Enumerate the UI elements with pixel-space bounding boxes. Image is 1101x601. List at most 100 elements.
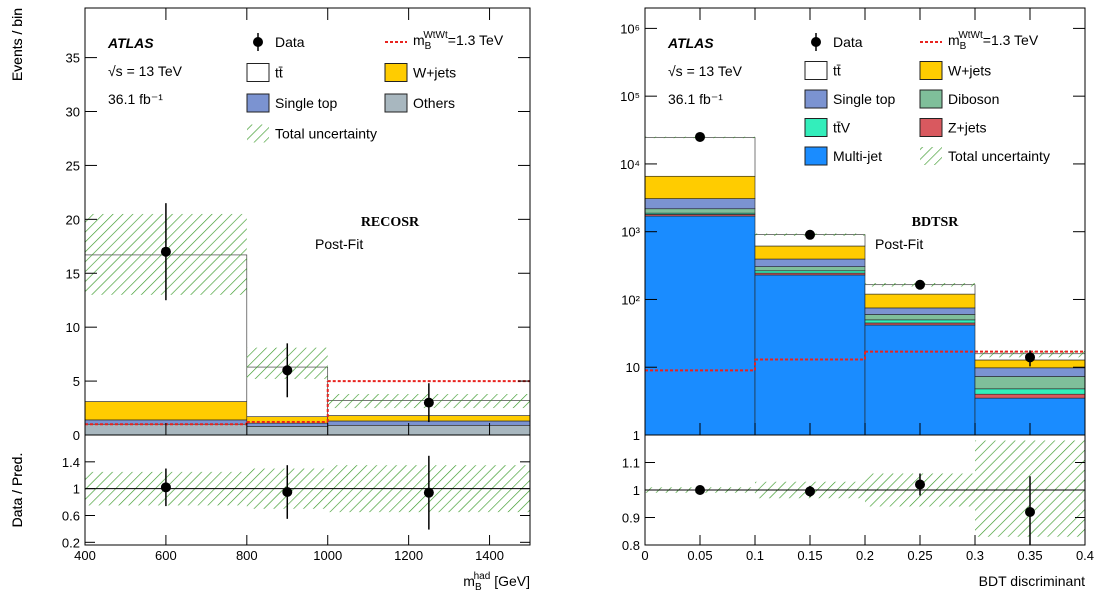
- y-tick-label: 0: [73, 428, 80, 443]
- legend-label-main: m: [413, 32, 425, 48]
- ratio-y-tick-label: 0.9: [622, 511, 640, 526]
- legend-label: tt̄V: [833, 120, 851, 136]
- x-tick-label: 0.1: [746, 548, 764, 563]
- region: RECOSR: [361, 215, 420, 230]
- ratio-point: [915, 479, 925, 490]
- legend-swatch: [919, 89, 943, 109]
- ratio-plot: [645, 440, 1085, 545]
- y-tick-label: 10: [626, 360, 640, 375]
- legend-label: Others: [413, 95, 455, 111]
- legend-label: Z+jets: [948, 120, 987, 136]
- y-tick-label: 15: [66, 266, 80, 281]
- data-point: [805, 229, 815, 240]
- x-axis-title: mBhad [GeV]: [463, 571, 530, 593]
- legend-label-sub: B: [425, 41, 432, 52]
- y-tick-label: 10²: [621, 292, 640, 307]
- legend-label: W+jets: [413, 65, 456, 81]
- x-axis-title-rest: [GeV]: [490, 573, 530, 589]
- legend-label-rest: =1.3 TeV: [983, 32, 1039, 48]
- x-tick-label: 0.3: [966, 548, 984, 563]
- stack-bar: [864, 307, 976, 315]
- luminosity: 36.1 fb⁻¹: [108, 91, 163, 107]
- ratio-y-tick-label: 0.2: [62, 535, 80, 550]
- legend-marker: [253, 37, 263, 47]
- ratio-point: [805, 486, 815, 497]
- stack-bar: [645, 215, 756, 435]
- y-tick-label: 30: [66, 105, 80, 120]
- stack-bar: [864, 319, 976, 324]
- y-tick-label: 10⁴: [620, 157, 640, 172]
- legend-label: Single top: [833, 91, 895, 107]
- legend-label: tt̄: [833, 63, 841, 79]
- energy: √s = 13 TeV: [108, 63, 183, 79]
- y-tick-label: 10⁵: [620, 89, 640, 104]
- legend-label: Total uncertainty: [948, 148, 1050, 164]
- y-tick-label: 10⁶: [620, 21, 640, 36]
- y-tick-label: 25: [66, 158, 80, 173]
- legend-label: Multi-jet: [833, 148, 882, 164]
- ratio-y-tick-label: 1.4: [62, 455, 80, 470]
- region: BDTSR: [912, 215, 960, 230]
- experiment: ATLAS: [107, 35, 154, 51]
- fit: Post-Fit: [315, 236, 363, 252]
- luminosity: 36.1 fb⁻¹: [668, 91, 723, 107]
- main-plot: [645, 131, 1085, 435]
- legend-label-sup: WtWt: [958, 30, 983, 41]
- legend-label: Diboson: [948, 91, 999, 107]
- x-tick-label: 0.35: [1017, 548, 1042, 563]
- stack-bar: [864, 324, 976, 435]
- stack-bar: [974, 393, 1085, 399]
- stack-bar: [754, 270, 866, 274]
- stack-bar: [974, 367, 1085, 377]
- ratio-plot: [85, 455, 530, 530]
- ratio-point: [423, 487, 434, 498]
- legend-swatch: [246, 93, 270, 113]
- frame: [84, 434, 531, 546]
- x-tick-label: 0: [641, 548, 648, 563]
- x-tick-label: 800: [236, 548, 258, 563]
- x-axis-title-sup: had: [474, 571, 491, 582]
- x-tick-label: 400: [74, 548, 96, 563]
- stack-bar: [864, 322, 976, 326]
- legend-label-sub: B: [960, 41, 967, 52]
- legend-label: mBWtWt=1.3 TeV: [413, 30, 504, 52]
- stack-bar: [864, 314, 976, 321]
- legend-marker: [811, 37, 821, 47]
- x-axis-title: BDT discriminant: [979, 573, 1085, 589]
- y-tick-label: 1: [633, 428, 640, 443]
- legend-label-sup: WtWt: [423, 30, 448, 41]
- y-tick-label: 35: [66, 51, 80, 66]
- x-tick-label: 600: [155, 548, 177, 563]
- data-point: [915, 279, 925, 290]
- ratio-axis-title: Data / Pred.: [9, 453, 25, 528]
- data-point: [423, 397, 434, 408]
- stack-bar: [246, 426, 329, 435]
- legend-label-rest: =1.3 TeV: [448, 32, 504, 48]
- experiment: ATLAS: [667, 35, 714, 51]
- stack-bar: [754, 258, 866, 267]
- stack-bar: [754, 274, 866, 435]
- stack-bar: [645, 137, 756, 177]
- legend-label: tt̄: [275, 65, 283, 81]
- ratio-y-tick-label: 1: [633, 483, 640, 498]
- legend-swatch: [804, 61, 828, 80]
- x-tick-label: 0.2: [856, 548, 874, 563]
- stack-bar: [754, 245, 866, 260]
- stack-bar: [85, 401, 248, 421]
- legend-label: Total uncertainty: [275, 126, 377, 142]
- data-point: [282, 365, 293, 376]
- legend-swatch: [384, 63, 408, 82]
- stack-bar: [645, 175, 756, 199]
- x-axis-title-main: m: [463, 573, 475, 589]
- legend-swatch: [247, 124, 269, 143]
- legend-swatch: [804, 146, 828, 166]
- y-tick-label: 20: [66, 212, 80, 227]
- ratio-point: [1025, 507, 1035, 517]
- x-tick-label: 1400: [475, 548, 504, 563]
- legend-swatch: [384, 93, 408, 113]
- ratio-y-tick-label: 1.1: [622, 456, 640, 471]
- stack-bar: [974, 388, 1085, 395]
- y-axis-title: Events / bin: [9, 8, 25, 81]
- legend-label: Single top: [275, 95, 337, 111]
